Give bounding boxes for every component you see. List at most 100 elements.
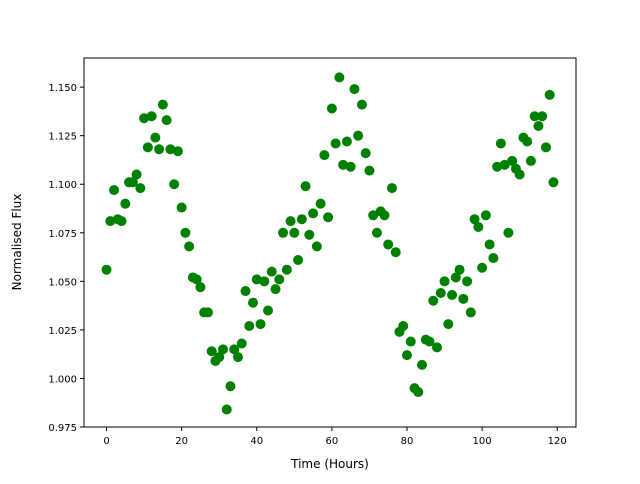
data-point bbox=[274, 274, 285, 285]
data-point bbox=[116, 216, 127, 227]
data-point bbox=[379, 210, 390, 221]
data-point bbox=[131, 169, 142, 180]
data-point bbox=[225, 381, 236, 392]
data-point bbox=[172, 146, 183, 157]
data-point bbox=[180, 227, 191, 238]
data-point bbox=[522, 136, 533, 147]
data-point bbox=[353, 130, 364, 141]
data-point bbox=[109, 185, 120, 196]
data-point bbox=[195, 282, 206, 293]
x-tick-label: 40 bbox=[250, 436, 263, 447]
data-point bbox=[101, 264, 112, 275]
data-point bbox=[495, 138, 506, 149]
data-point bbox=[401, 350, 412, 361]
data-point bbox=[454, 264, 465, 275]
data-point bbox=[221, 404, 232, 415]
data-point bbox=[232, 352, 243, 363]
data-point bbox=[345, 161, 356, 172]
data-point bbox=[507, 155, 518, 166]
data-point bbox=[308, 208, 319, 219]
data-point bbox=[296, 214, 307, 225]
data-point bbox=[304, 229, 315, 240]
data-point bbox=[360, 148, 371, 159]
data-point bbox=[371, 227, 382, 238]
data-point bbox=[499, 159, 510, 170]
y-tick-label: 1.000 bbox=[48, 374, 77, 385]
data-point bbox=[251, 274, 262, 285]
data-point bbox=[443, 319, 454, 330]
data-point bbox=[146, 111, 157, 122]
data-point bbox=[405, 336, 416, 347]
x-axis: 0 20 40 60 80 100 120 bbox=[103, 427, 567, 447]
data-point bbox=[462, 276, 473, 287]
data-point bbox=[386, 183, 397, 194]
y-tick-label: 1.100 bbox=[48, 180, 77, 191]
data-point bbox=[236, 338, 247, 349]
data-point bbox=[270, 284, 281, 295]
data-point bbox=[525, 155, 536, 166]
data-point bbox=[293, 254, 304, 265]
data-point bbox=[364, 165, 375, 176]
data-point bbox=[413, 387, 424, 398]
y-axis-label: Normalised Flux bbox=[10, 194, 24, 291]
data-point bbox=[488, 253, 499, 264]
plot-frame bbox=[83, 57, 577, 428]
data-point bbox=[184, 241, 195, 252]
data-point bbox=[356, 99, 367, 110]
data-point bbox=[492, 161, 503, 172]
data-point bbox=[244, 321, 255, 332]
y-tick-label: 1.025 bbox=[48, 326, 77, 337]
data-point bbox=[311, 241, 322, 252]
data-point bbox=[484, 239, 495, 250]
data-point bbox=[300, 181, 311, 192]
data-point bbox=[127, 177, 138, 188]
data-point bbox=[533, 120, 544, 131]
data-point bbox=[469, 214, 480, 225]
data-point bbox=[135, 183, 146, 194]
data-point bbox=[240, 286, 251, 297]
data-point bbox=[266, 266, 277, 277]
data-point bbox=[259, 276, 270, 287]
data-point bbox=[217, 344, 228, 355]
data-point bbox=[330, 138, 341, 149]
data-point bbox=[176, 202, 187, 213]
data-point bbox=[544, 89, 555, 100]
data-points bbox=[101, 72, 559, 415]
data-point bbox=[157, 99, 168, 110]
data-point bbox=[514, 169, 525, 180]
data-point bbox=[255, 319, 266, 330]
data-point bbox=[139, 113, 150, 124]
data-point bbox=[349, 84, 360, 95]
data-point bbox=[315, 198, 326, 209]
data-point bbox=[326, 103, 337, 114]
data-point bbox=[165, 144, 176, 155]
data-point bbox=[150, 132, 161, 143]
data-point bbox=[368, 210, 379, 221]
data-point bbox=[529, 111, 540, 122]
data-point bbox=[503, 227, 514, 238]
data-point bbox=[105, 216, 116, 227]
data-point bbox=[169, 179, 180, 190]
data-point bbox=[214, 352, 225, 363]
x-tick-label: 80 bbox=[401, 436, 414, 447]
data-point bbox=[263, 305, 274, 316]
data-point bbox=[383, 239, 394, 250]
data-point bbox=[285, 216, 296, 227]
data-point bbox=[450, 272, 461, 283]
data-point bbox=[161, 115, 172, 126]
data-point bbox=[390, 247, 401, 258]
y-tick-label: 0.975 bbox=[48, 423, 77, 434]
data-point bbox=[398, 321, 409, 332]
data-point bbox=[447, 289, 458, 300]
y-tick-label: 1.125 bbox=[48, 132, 77, 143]
x-tick-label: 20 bbox=[175, 436, 188, 447]
data-point bbox=[480, 210, 491, 221]
data-point bbox=[439, 276, 450, 287]
data-point bbox=[477, 262, 488, 273]
data-point bbox=[338, 159, 349, 170]
y-tick-label: 1.075 bbox=[48, 229, 77, 240]
data-point bbox=[435, 287, 446, 298]
y-axis: 0.975 1.000 1.025 1.050 1.075 1.100 1.125 1.150 bbox=[48, 83, 84, 434]
data-point bbox=[191, 274, 202, 285]
data-point bbox=[142, 142, 153, 153]
